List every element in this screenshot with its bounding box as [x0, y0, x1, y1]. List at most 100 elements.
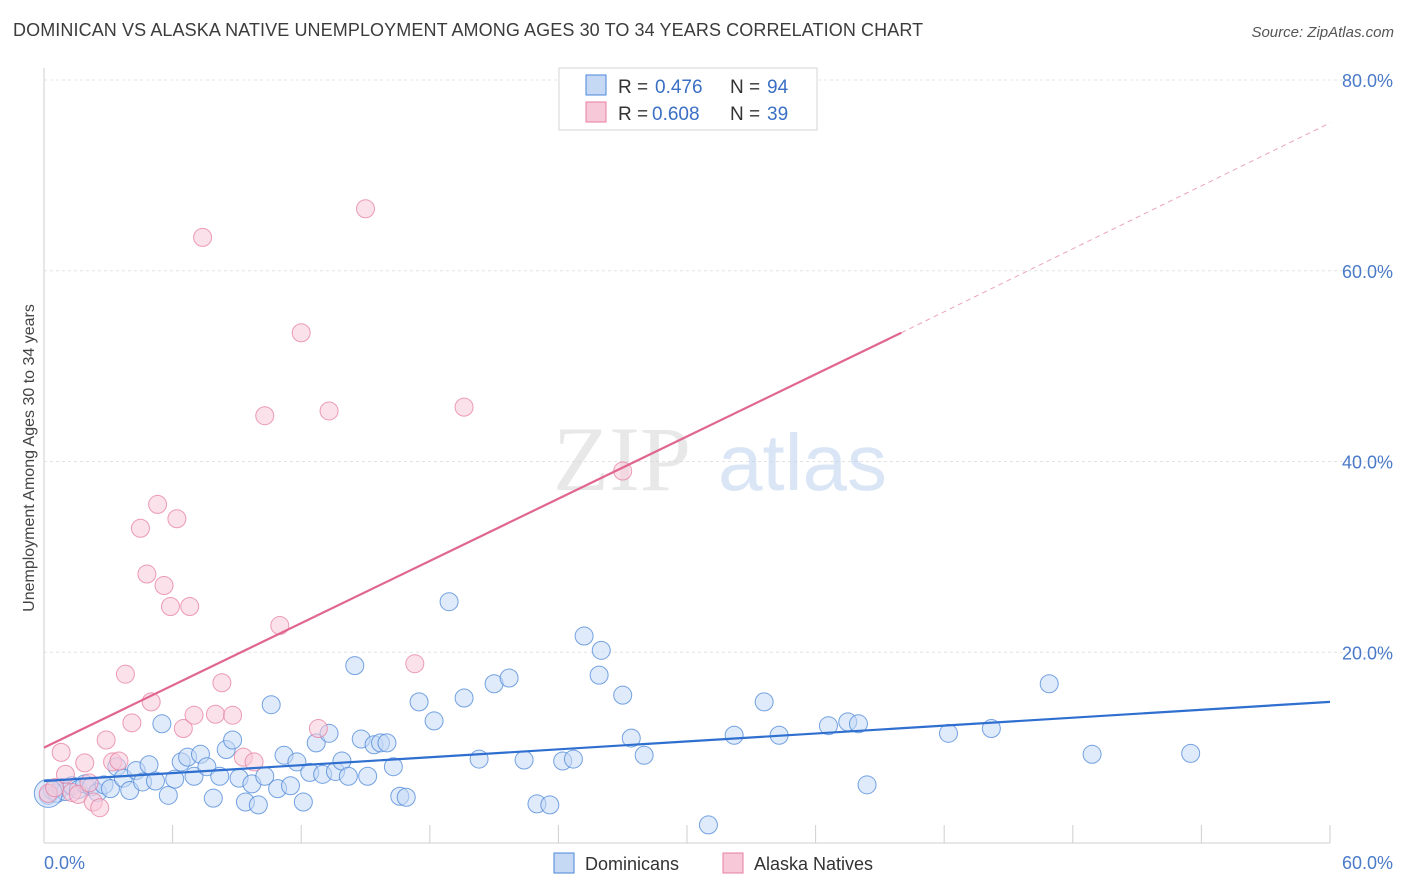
- data-point: [167, 509, 187, 529]
- data-point: [293, 792, 313, 812]
- data-point: [109, 751, 129, 771]
- data-point: [424, 711, 444, 731]
- data-point: [540, 795, 560, 815]
- data-point: [319, 401, 339, 421]
- data-point: [563, 749, 583, 769]
- data-point: [345, 656, 365, 676]
- watermark: ZIP atlas: [553, 408, 887, 510]
- data-point: [139, 755, 159, 775]
- data-point: [152, 714, 172, 734]
- data-point: [115, 664, 135, 684]
- legend-label-alaska-natives[interactable]: Alaska Natives: [754, 854, 873, 874]
- data-point: [409, 692, 429, 712]
- legend-r-label: R =: [618, 77, 648, 98]
- x-tick-label: 0.0%: [44, 853, 85, 873]
- data-point: [454, 397, 474, 417]
- data-point: [96, 730, 116, 750]
- x-tick-label: 60.0%: [1342, 853, 1393, 873]
- data-point: [173, 719, 193, 739]
- data-point: [223, 730, 243, 750]
- data-point: [255, 406, 275, 426]
- legend-swatch-alaska-natives[interactable]: [722, 852, 744, 874]
- data-point: [184, 705, 204, 725]
- data-point: [210, 766, 230, 786]
- legend-swatch-dominicans[interactable]: [553, 852, 575, 874]
- data-point: [857, 775, 877, 795]
- data-point: [160, 596, 180, 616]
- data-point: [1082, 744, 1102, 764]
- legend-r-label: R =: [618, 104, 648, 125]
- grid-lines: [44, 79, 1392, 653]
- data-point: [724, 725, 744, 745]
- data-point: [205, 704, 225, 724]
- data-point: [818, 716, 838, 736]
- legend-swatch-alaska-natives: [585, 101, 607, 123]
- legend-swatch-dominicans: [585, 74, 607, 96]
- data-point: [270, 616, 290, 636]
- data-point: [591, 640, 611, 660]
- chart-title: DOMINICAN VS ALASKA NATIVE UNEMPLOYMENT …: [13, 20, 924, 40]
- data-point: [122, 713, 142, 733]
- data-point: [356, 199, 375, 219]
- data-point: [165, 769, 185, 789]
- data-point: [223, 705, 243, 725]
- data-point: [938, 723, 958, 743]
- source-label[interactable]: Source: ZipAtlas.com: [1251, 24, 1394, 41]
- data-point: [51, 742, 71, 762]
- series-legend[interactable]: Dominicans Alaska Natives: [553, 852, 873, 874]
- trend-lines: [43, 122, 1331, 783]
- data-point: [261, 695, 281, 715]
- correlation-legend: R = 0.476 N = 94 R = 0.608 N = 39: [558, 67, 818, 131]
- trend-line-dominicans: [43, 700, 1331, 783]
- y-axis-title: Unemployment Among Ages 30 to 34 years: [21, 304, 38, 612]
- y-tick-label: 80.0%: [1342, 71, 1393, 91]
- dominicans-points: [33, 592, 1201, 835]
- data-point: [377, 733, 397, 753]
- legend-n-label: N =: [730, 104, 760, 125]
- data-point: [100, 779, 120, 799]
- data-point: [90, 798, 110, 818]
- data-point: [454, 688, 474, 708]
- trend-line-extension: [901, 122, 1331, 334]
- legend-n-value: 39: [767, 104, 788, 125]
- data-point: [75, 753, 95, 773]
- tick-labels: 20.0% 40.0% 60.0% 80.0% 0.0% 60.0%: [44, 71, 1393, 873]
- y-tick-label: 20.0%: [1342, 643, 1393, 663]
- data-point: [180, 596, 200, 616]
- watermark-atlas: atlas: [718, 418, 887, 507]
- axes: [43, 68, 1331, 844]
- data-point: [1039, 674, 1059, 694]
- legend-r-value: 0.608: [652, 104, 700, 125]
- data-point: [514, 750, 534, 770]
- data-point: [158, 785, 178, 805]
- data-point: [499, 668, 519, 688]
- data-point: [130, 518, 150, 538]
- watermark-zip: ZIP: [553, 408, 691, 510]
- data-point: [79, 773, 99, 793]
- data-point: [244, 752, 264, 772]
- data-point: [338, 766, 358, 786]
- data-point: [574, 626, 594, 646]
- data-point: [754, 692, 774, 712]
- data-point: [212, 673, 232, 693]
- legend-n-label: N =: [730, 77, 760, 98]
- data-point: [621, 728, 641, 748]
- data-point: [698, 815, 718, 835]
- data-point: [280, 776, 300, 796]
- data-point: [148, 494, 168, 514]
- data-point: [439, 592, 459, 612]
- legend-label-dominicans[interactable]: Dominicans: [585, 854, 679, 874]
- data-point: [405, 654, 425, 674]
- trend-line-alaska-natives: [43, 331, 902, 749]
- data-point: [613, 685, 633, 705]
- legend-r-value: 0.476: [655, 77, 703, 98]
- data-point: [358, 766, 378, 786]
- legend-n-value: 94: [767, 77, 789, 98]
- data-point: [396, 787, 416, 807]
- data-point: [193, 227, 213, 247]
- y-tick-label: 40.0%: [1342, 453, 1393, 473]
- data-point: [248, 795, 268, 815]
- data-point: [145, 771, 165, 791]
- data-point: [154, 575, 174, 595]
